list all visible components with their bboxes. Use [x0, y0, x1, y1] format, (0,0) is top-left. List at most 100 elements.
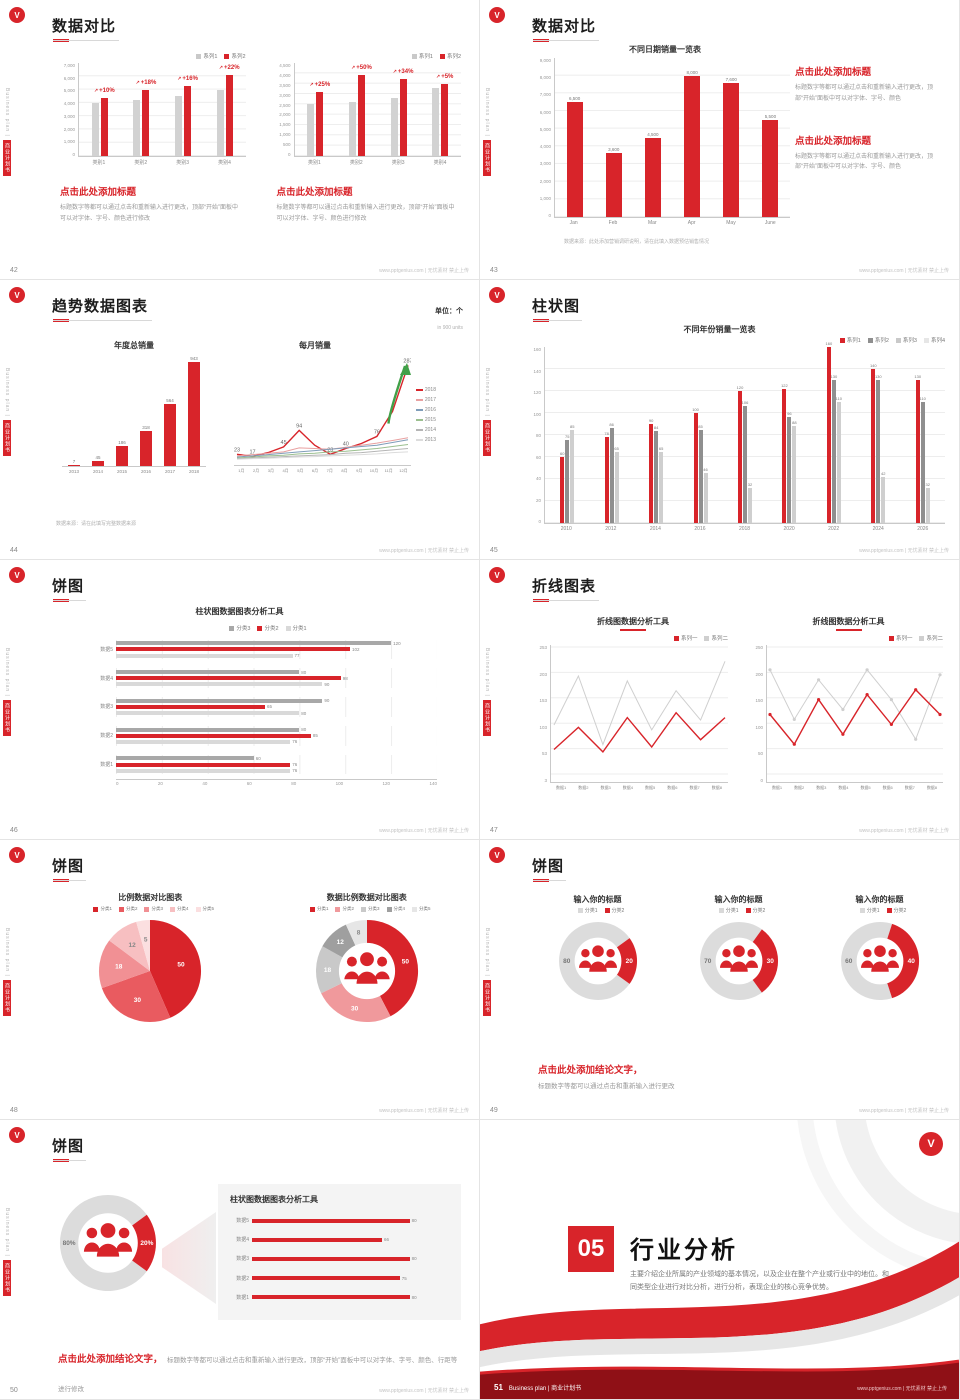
svg-text:30: 30 [766, 958, 774, 965]
bar [116, 676, 341, 681]
value-label: 76 [292, 768, 298, 774]
footer-site-link[interactable]: www.pptgenius.com | 无忧素材 禁止上传 [379, 1108, 469, 1114]
bar: ↗+25% [309, 82, 330, 156]
slide-50[interactable]: 饼图 80% 20% 柱状图数据图表分析工具 数据5 80 数据4 66 数据3 80 数据2… [0, 1120, 480, 1400]
value-label: 86 [609, 422, 614, 428]
block-heading: 点击此处添加标题 [795, 67, 872, 78]
svg-text:20: 20 [625, 958, 633, 965]
value-label: 85 [698, 423, 703, 429]
legend-swatch [718, 908, 724, 913]
sidebar-vertical-label: Business plan | 商业计划书 [483, 88, 491, 176]
sidebar-vertical-label: Business plan | 商业计划书 [483, 928, 491, 1016]
slide-51[interactable]: V 05 行业分析 主要介绍企业所属的产业领域的基本情况，以及企业在整个产业或行… [480, 1120, 960, 1400]
footer-site-link[interactable]: www.pptgenius.com | 无忧素材 禁止上传 [379, 268, 469, 274]
value-label: 6,500 [568, 96, 581, 102]
svg-text:40: 40 [343, 442, 349, 448]
block-body: 标题数字等都可以通过点击和重新输入进行更改，顶部“开始”面板中可以对字体、字号、… [795, 85, 934, 102]
value-label: 85 [312, 733, 318, 739]
value-label: 120 [736, 385, 744, 390]
bar: 86 [609, 422, 614, 523]
footer-site-link[interactable]: www.pptgenius.com | 无忧素材 禁止上传 [379, 548, 469, 554]
block-body: 标题数字等都可以通过点击和重新输入进行更改，顶部“开始”面板中可以对字体、字号、… [60, 205, 238, 222]
page-title: 饼图 [52, 1135, 86, 1162]
value-label: 110 [919, 395, 926, 401]
sidebar-vertical-label: Business plan | 商业计划书 [483, 648, 491, 736]
donut-graphic: 50 30 18 12 8 [273, 919, 462, 1023]
value-label: 90 [648, 417, 654, 423]
slide-49[interactable]: 饼图 输入你的标题 分类1 分类2 80 20 输入你的标题 分类1 分类2 70 30 输… [480, 840, 960, 1120]
bar: 7,600 [723, 77, 740, 217]
value-label: 7 [72, 459, 76, 465]
legend-item: 系列2 [224, 52, 246, 60]
charts-row: 系列1 系列2 7,000 6,000 5,000 4,000 3,000 2,000 1,00… [60, 52, 461, 166]
footer-site-link[interactable]: www.pptgenius.com | 无忧素材 禁止上传 [859, 828, 949, 834]
chart-legend: 系列1 系列2 系列3 系列4 [530, 336, 945, 344]
plot-area [550, 645, 728, 783]
footer-site-link[interactable]: www.pptgenius.com | 无忧素材 禁止上传 [859, 1108, 949, 1114]
footer-site-link[interactable]: www.pptgenius.com | 无忧素材 禁止上传 [859, 268, 949, 274]
footer-site-link[interactable]: www.pptgenius.com | 无忧素材 禁止上传 [859, 548, 949, 554]
bar-chart-left: 系列1 系列2 7,000 6,000 5,000 4,000 3,000 2,000 1,00… [60, 52, 246, 166]
chart-title: 折线图数据分析工具 [754, 616, 943, 631]
sidebar-cn-text: 商业计划书 [483, 979, 491, 1016]
value-label: 46 [703, 466, 708, 472]
legend-item: 分类1 [309, 906, 328, 912]
hbar-chart: 分类3 分类2 分类1 数据5 120 102 77 数据4 80 98 90 数据3 90 65 80 数据… [92, 624, 437, 786]
chart-legend: 系列一 系列二 [538, 634, 728, 642]
value-label: 65 [266, 704, 272, 710]
legend-swatch [144, 906, 150, 912]
chart-card: 折线图数据分析工具 系列一 系列二 253 203 153 103 53 3 数据1 数据2 数据3… [538, 616, 728, 790]
value-label: 32 [925, 481, 930, 487]
legend-item: 系列2 [867, 336, 889, 344]
footer-site-link[interactable]: www.pptgenius.com | 无忧素材 禁止上传 [379, 828, 469, 834]
hbar-chart: 数据5 80 数据4 66 数据3 80 数据2 75 数据1 80 [230, 1211, 449, 1307]
slide-44[interactable]: 趋势数据图表 单位：个 in 900 units 年度总销量 每月销量 7 45 1… [0, 280, 480, 560]
sidebar-en-text: Business plan | [4, 1208, 10, 1257]
chart-legend: 分类3 分类2 分类1 [92, 624, 437, 632]
bar: 130 [831, 374, 837, 523]
bar [116, 711, 300, 716]
charts-row: 比例数据对比图表 分类1 分类2 分类3 分类4 分类5 50 30 18 12 5 数据比例数据… [56, 892, 461, 1023]
slide-45[interactable]: 柱状图 不同年份销量一览表 系列1 系列2 系列3 系列4 160 140 120 100 80… [480, 280, 960, 560]
slide-48[interactable]: 饼图 比例数据对比图表 分类1 分类2 分类3 分类4 分类5 50 30 18 12 5 数据比… [0, 840, 480, 1120]
legend-swatch [604, 908, 610, 913]
slide-47[interactable]: 折线图表 折线图数据分析工具 系列一 系列二 253 203 153 103 53 3 数据1 数… [480, 560, 960, 840]
page-title: 数据对比 [52, 15, 119, 42]
bar: 160 [826, 341, 832, 523]
value-label: 110 [835, 395, 843, 401]
slide-43[interactable]: 数据对比 不同日期销量一览表 9,000 8,000 7,000 6,000 5,000… [480, 0, 960, 280]
footer-site-link[interactable]: www.pptgenius.com | 无忧素材 禁止上传 [379, 1388, 469, 1394]
slide-footer-left: 51 Business plan | 商业计划书 [494, 1383, 581, 1392]
value-label: 75 [401, 1275, 407, 1281]
page-title: 饼图 [52, 575, 86, 602]
footer-site-link[interactable]: www.pptgenius.com | 无忧素材 禁止上传 [857, 1386, 947, 1392]
chart-card: 比例数据对比图表 分类1 分类2 分类3 分类4 分类5 50 30 18 12 5 [56, 892, 245, 1023]
sidebar-vertical-label: Business plan | 商业计划书 [483, 368, 491, 456]
legend-item: 分类5 [195, 906, 214, 912]
line-chart: 231745942340762871月2月3月4月5月6月7月8月9月10月11… [230, 356, 436, 474]
slide-46[interactable]: 饼图 柱状图数据图表分析工具 分类3 分类2 分类1 数据5 120 102 77 数据4 80… [0, 560, 480, 840]
bar: 85 [698, 424, 703, 523]
legend-swatch [919, 635, 925, 641]
bar: 84 [654, 425, 658, 523]
slide-42[interactable]: 数据对比 系列1 系列2 7,000 6,000 5,000 4,000 3,000 2,00… [0, 0, 480, 280]
value-label: 80 [411, 1294, 417, 1300]
chart-legend: 分类1 分类2 [816, 907, 943, 914]
page-number: 43 [490, 267, 498, 274]
bar: ↗+10% [94, 88, 115, 156]
value-label: 80 [411, 1218, 417, 1224]
value-label: 186 [118, 439, 126, 445]
donut-chart: 80% 20% [56, 1190, 160, 1399]
legend-swatch [309, 906, 315, 912]
chart-title: 不同日期销量一览表 [629, 45, 701, 54]
legend-swatch [118, 906, 124, 912]
bar [116, 653, 293, 658]
sidebar-cn-text: 商业计划书 [3, 1259, 11, 1296]
percent-label: ↗+16% [177, 75, 198, 82]
section-number: 05 [568, 1226, 614, 1272]
svg-text:30: 30 [134, 997, 142, 1004]
svg-text:40: 40 [907, 958, 915, 965]
bar [116, 762, 291, 767]
legend-swatch [195, 906, 201, 912]
